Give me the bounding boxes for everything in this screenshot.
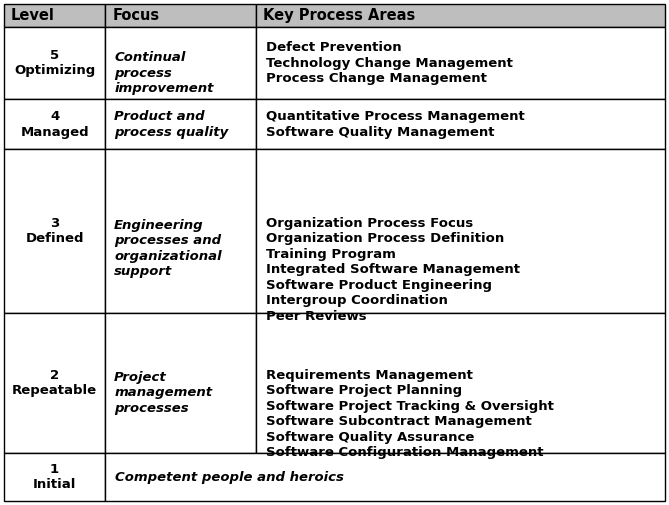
Text: Engineering
processes and
organizational
support: Engineering processes and organizational… [114,219,221,278]
Bar [105,313,256,453]
Bar [105,27,256,99]
Text: Organization Process Focus
Organization Process Definition
Training Program
Inte: Organization Process Focus Organization … [266,217,520,323]
Text: 3
Defined: 3 Defined [25,217,84,245]
Text: Key Process Areas: Key Process Areas [263,8,415,23]
Bar [4,4,105,27]
Bar [105,4,256,27]
Text: 1
Initial: 1 Initial [33,463,76,491]
Bar [4,99,105,149]
Bar [105,149,256,313]
Bar [256,149,665,313]
Bar [105,453,665,501]
Text: Competent people and heroics: Competent people and heroics [115,471,344,484]
Text: Requirements Management
Software Project Planning
Software Project Tracking & Ov: Requirements Management Software Project… [266,369,554,460]
Bar [256,99,665,149]
Text: Project
management
processes: Project management processes [114,371,212,415]
Text: 2
Repeatable: 2 Repeatable [12,369,97,397]
Bar [4,313,105,453]
Text: Continual
process
improvement: Continual process improvement [114,51,213,95]
Text: Defect Prevention
Technology Change Management
Process Change Management: Defect Prevention Technology Change Mana… [266,41,512,85]
Bar [4,27,105,99]
Bar [105,99,256,149]
Text: Focus: Focus [112,8,159,23]
Text: Quantitative Process Management
Software Quality Management: Quantitative Process Management Software… [266,110,524,138]
Text: Product and
process quality: Product and process quality [114,110,228,138]
Bar [256,27,665,99]
Bar [256,313,665,453]
Text: Level: Level [11,8,55,23]
Bar [4,149,105,313]
Text: 5
Optimizing: 5 Optimizing [14,49,95,77]
Text: 4
Managed: 4 Managed [20,110,89,138]
Bar [256,4,665,27]
Bar [4,453,105,501]
